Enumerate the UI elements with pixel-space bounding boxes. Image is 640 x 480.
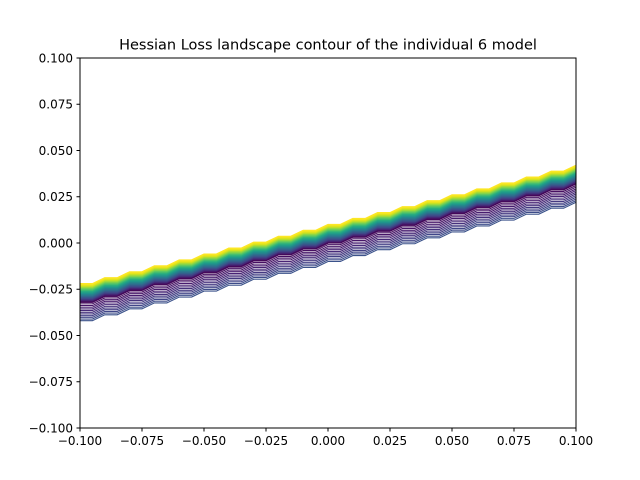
- contour-line-lower: [80, 188, 576, 308]
- contour-line-upper: [80, 169, 576, 289]
- contour-line-lower: [80, 186, 576, 307]
- x-tick-label: −0.050: [182, 434, 226, 448]
- contour-line-upper: [80, 167, 576, 288]
- y-tick-label: −0.100: [29, 421, 73, 435]
- y-tick-label: 0.000: [39, 236, 73, 250]
- x-axis-ticks: −0.100 −0.075 −0.050 −0.025 0.000 0.025 0.050 0…: [58, 428, 593, 448]
- contour-line-upper: [80, 165, 576, 286]
- contour-line-upper: [80, 170, 576, 291]
- contour-line-upper: [80, 175, 576, 295]
- contour-line-upper: [80, 172, 576, 292]
- contour-line-lower: [80, 191, 576, 312]
- contour-line-upper: [80, 176, 576, 297]
- x-tick-label: 0.050: [435, 434, 469, 448]
- y-tick-label: −0.050: [29, 329, 73, 343]
- x-tick-label: 0.025: [373, 434, 407, 448]
- contour-line-lower: [80, 190, 576, 310]
- contour-line-upper: [80, 177, 576, 297]
- contour-line-lower: [80, 200, 576, 320]
- contour-line-upper: [80, 175, 576, 296]
- y-tick-label: −0.025: [29, 283, 73, 297]
- contour-line-upper: [80, 179, 576, 300]
- contour-line-upper: [80, 178, 576, 299]
- contour-lines: [80, 164, 576, 322]
- x-tick-label: 0.000: [311, 434, 345, 448]
- y-tick-label: 0.100: [39, 51, 73, 65]
- contour-line-upper: [80, 173, 576, 294]
- chart-title: Hessian Loss landscape contour of the in…: [119, 38, 537, 54]
- x-tick-label: 0.100: [559, 434, 593, 448]
- x-tick-label: −0.075: [120, 434, 164, 448]
- contour-line-lower: [80, 195, 576, 315]
- contour-line-upper: [80, 171, 576, 292]
- contour-line-lower: [80, 183, 576, 303]
- contour-line-upper: [80, 174, 576, 294]
- contour-line-upper: [80, 169, 576, 290]
- contour-line-upper: [80, 178, 576, 298]
- contour-line-upper: [80, 182, 576, 303]
- contour-line-lower: [80, 198, 576, 318]
- contour-line-upper: [80, 168, 576, 289]
- contour-line-upper: [80, 180, 576, 300]
- x-tick-label: −0.100: [58, 434, 102, 448]
- x-tick-label: 0.075: [497, 434, 531, 448]
- contour-line-upper: [80, 164, 576, 285]
- y-tick-label: 0.075: [39, 98, 73, 112]
- contour-line-upper: [80, 180, 576, 301]
- contour-line-lower: [80, 193, 576, 313]
- y-tick-label: 0.025: [39, 190, 73, 204]
- y-axis-ticks: 0.100 0.075 0.050 0.025 0.000 −0.025 −0.050 −0.…: [29, 51, 80, 435]
- contour-line-upper: [80, 172, 576, 293]
- y-tick-label: −0.075: [29, 375, 73, 389]
- y-tick-label: 0.050: [39, 144, 73, 158]
- contour-line-upper: [80, 166, 576, 286]
- contour-line-lower: [80, 201, 576, 322]
- contour-line-lower: [80, 184, 576, 305]
- contour-line-lower: [80, 196, 576, 317]
- contour-line-upper: [80, 166, 576, 287]
- contour-line-upper: [80, 181, 576, 302]
- x-tick-label: −0.025: [244, 434, 288, 448]
